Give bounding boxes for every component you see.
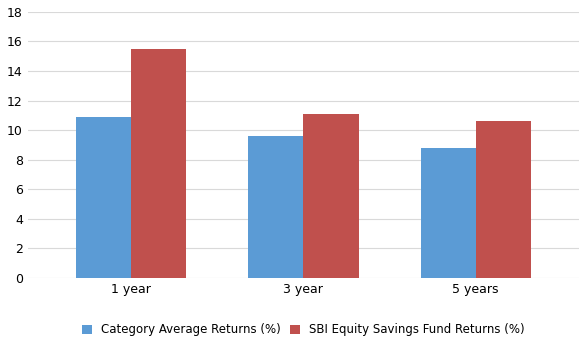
Bar	[248, 136, 304, 278]
Bar	[304, 114, 359, 278]
Legend: Category Average Returns (%), SBI Equity Savings Fund Returns (%): Category Average Returns (%), SBI Equity…	[82, 324, 524, 336]
Bar	[421, 148, 476, 278]
Bar	[131, 49, 186, 278]
Bar	[476, 121, 531, 278]
Bar	[76, 117, 131, 278]
